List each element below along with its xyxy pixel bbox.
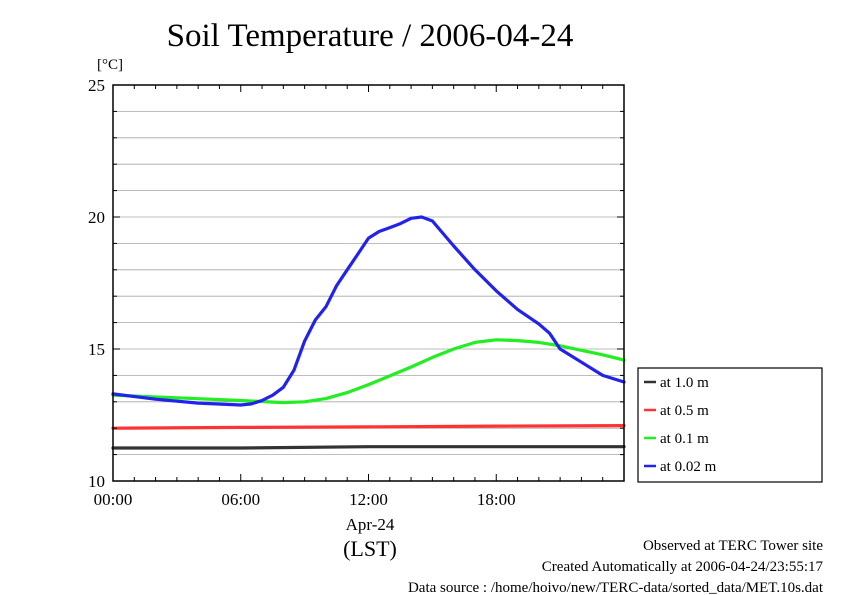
footer-observed: Observed at TERC Tower site: [643, 538, 823, 554]
footer-source: Data source : /home/hoivo/new/TERC-data/…: [408, 580, 824, 595]
series-line-1: [111, 424, 626, 430]
series-lines: [111, 215, 626, 450]
grid-lines: [113, 111, 624, 456]
x-axis-date-label: Apr-24: [346, 515, 395, 534]
y-axis-label: [°C]: [97, 57, 123, 73]
x-tick-label: 00:00: [94, 490, 133, 509]
legend-box: [637, 367, 823, 483]
footer-created: Created Automatically at 2006-04-24/23:5…: [542, 559, 824, 575]
series-line-0: [111, 445, 626, 450]
y-axis-ticks: 10 15 20 25: [88, 76, 624, 491]
y-tick-label: 15: [88, 340, 105, 359]
y-tick-label: 10: [88, 472, 105, 491]
x-tick-label: 12:00: [349, 490, 388, 509]
legend-label: at 0.5 m: [660, 403, 709, 419]
x-tick-label: 06:00: [221, 490, 260, 509]
legend: at 1.0 m at 0.5 m at 0.1 m at 0.02 m: [637, 367, 823, 483]
series-line-3: [111, 215, 626, 407]
legend-label: at 1.0 m: [660, 375, 709, 391]
y-tick-label: 25: [88, 76, 105, 95]
legend-entries: at 1.0 m at 0.5 m at 0.1 m at 0.02 m: [644, 375, 717, 475]
x-axis-unit-label: (LST): [343, 536, 397, 561]
legend-label: at 0.1 m: [660, 431, 709, 447]
y-tick-label: 20: [88, 208, 105, 227]
chart-title: Soil Temperature / 2006-04-24: [167, 18, 574, 54]
x-tick-label: 18:00: [477, 490, 516, 509]
legend-label: at 0.02 m: [660, 459, 717, 475]
x-axis-ticks: 00:00 06:00 12:00 18:00: [94, 85, 625, 509]
plot-frame: [112, 84, 625, 482]
